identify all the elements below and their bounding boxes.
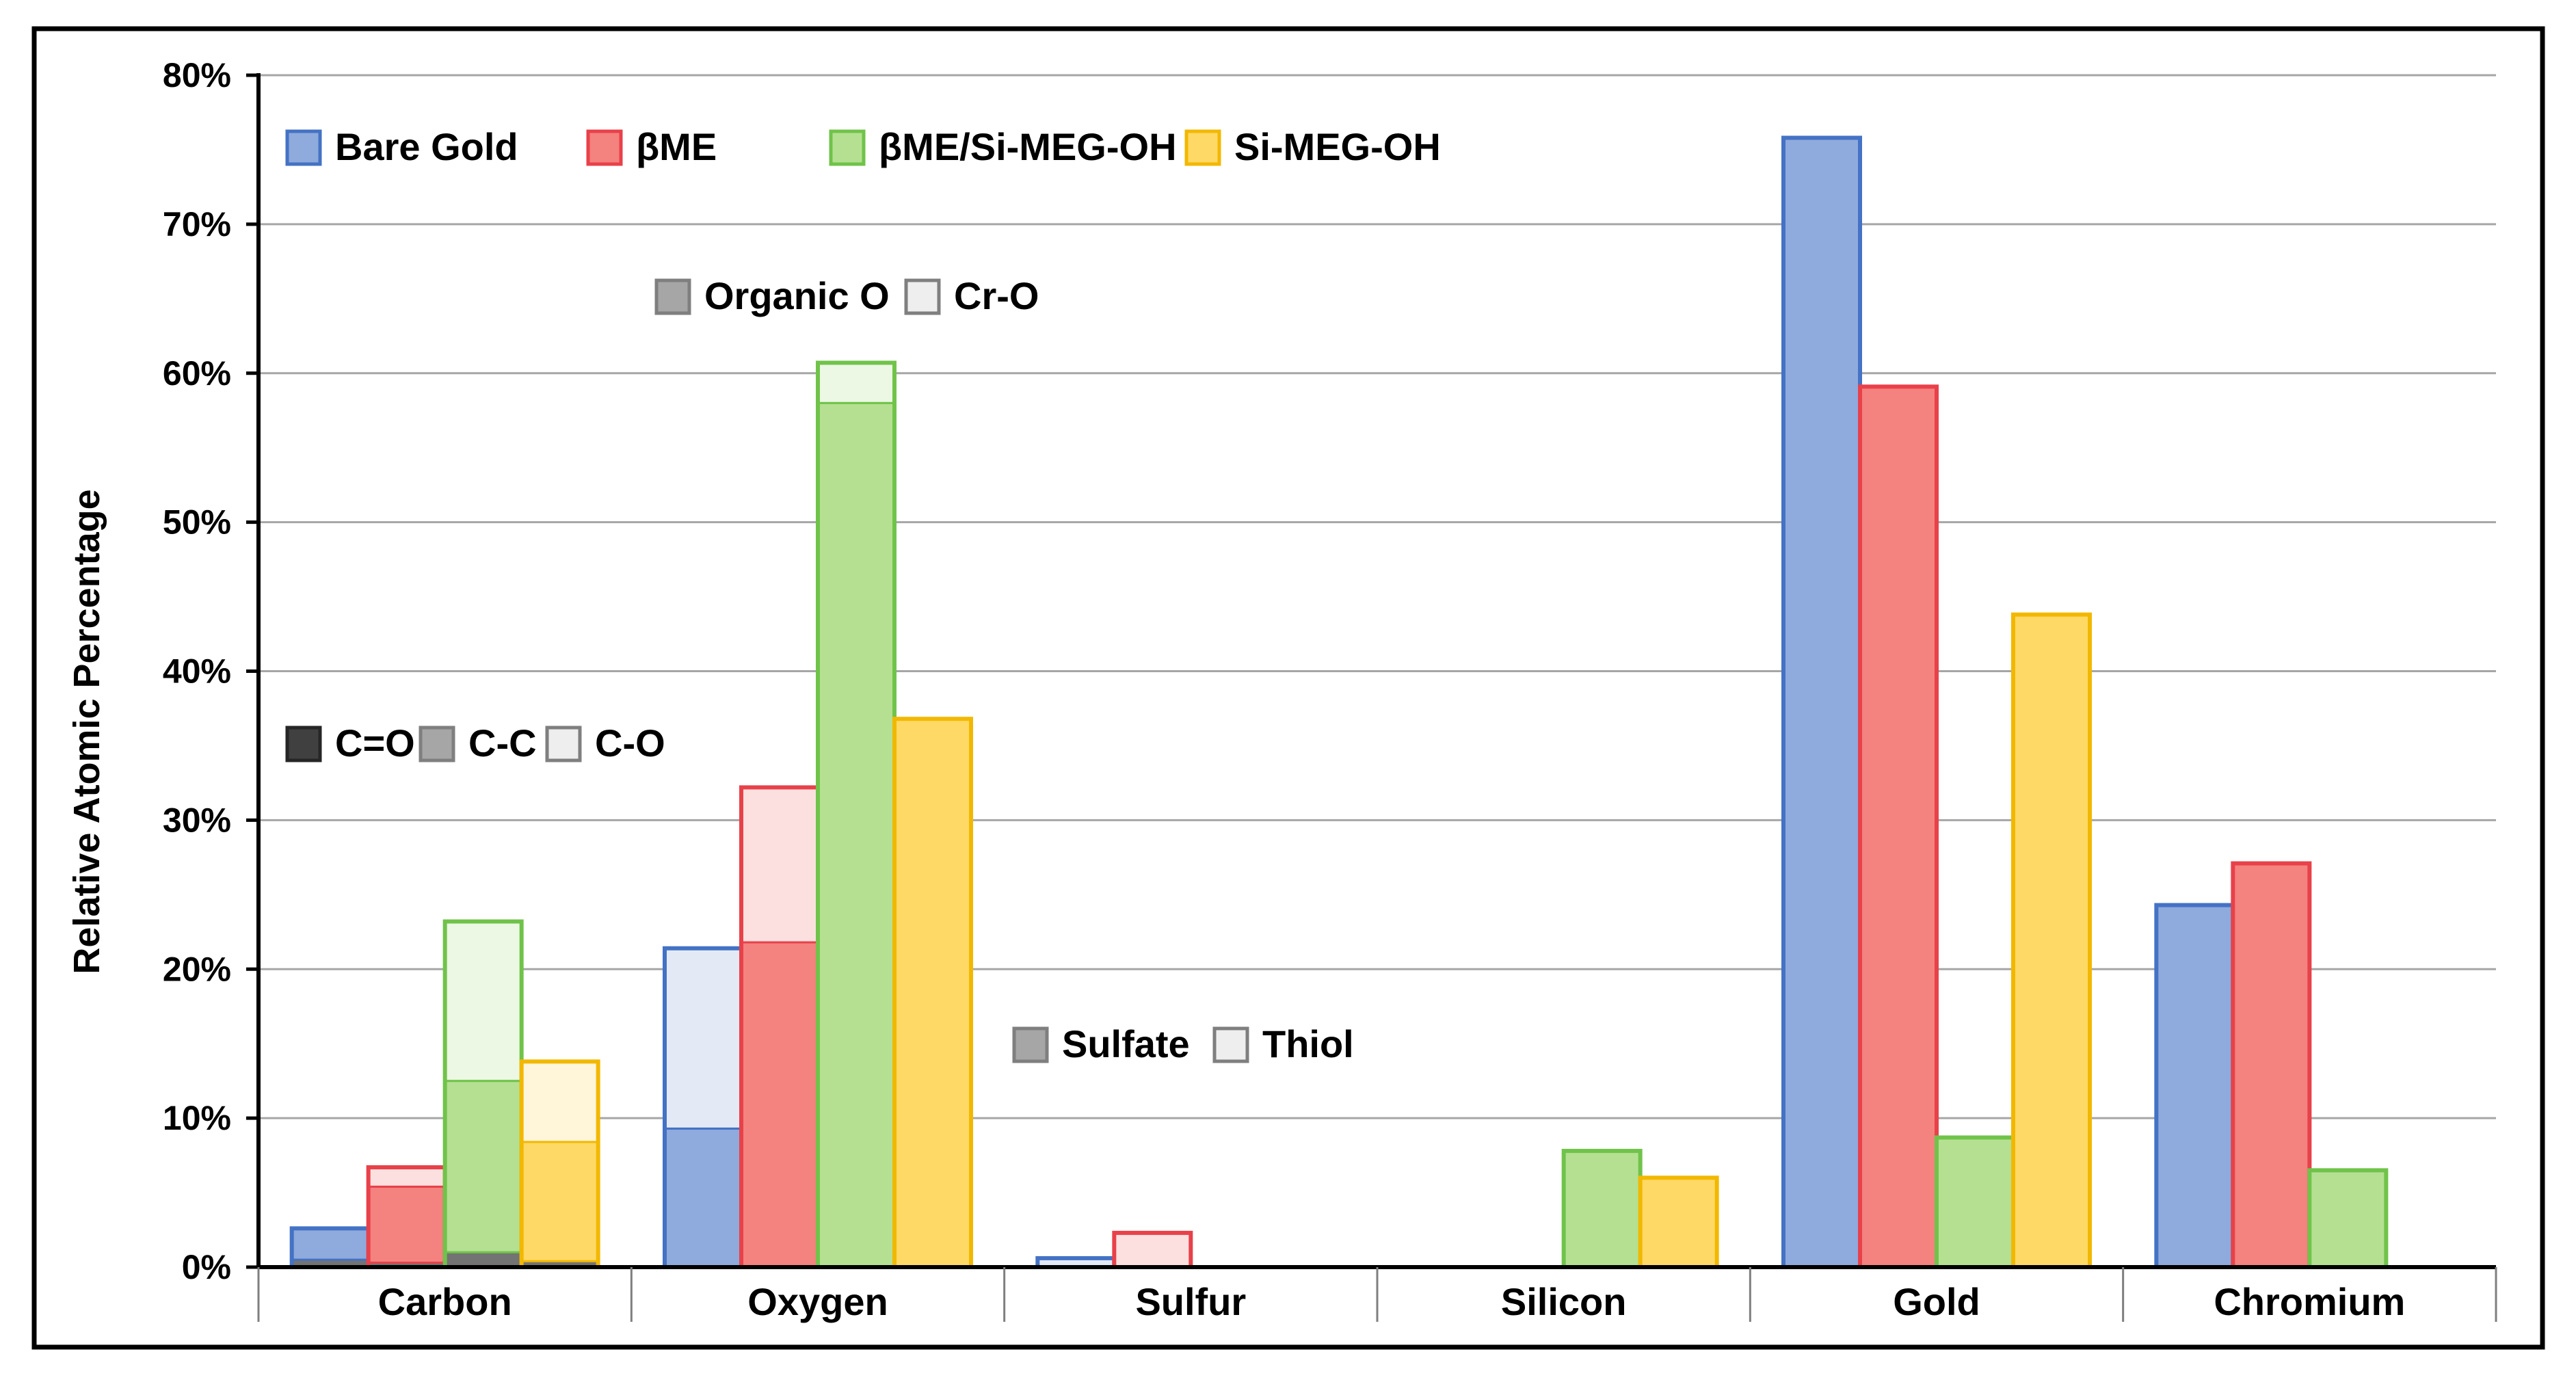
legend-main-swatch-me-si-meg-oh (829, 129, 866, 166)
legend-main-swatch-me (586, 129, 623, 166)
x-tick-label-oxygen: Oxygen (747, 1280, 888, 1323)
legend-sulfur-swatch-sulfate (1012, 1026, 1049, 1063)
bar-segment-base (444, 921, 522, 1081)
legend-main-label-bare-gold: Bare Gold (335, 125, 518, 168)
bar-silicon-me-si-meg-oh (1561, 1149, 1643, 1269)
legend-oxygen-swatch-cr-o (904, 278, 941, 315)
y-tick-label: 20% (163, 950, 231, 988)
bar-gold-me-si-meg-oh (1935, 1135, 2015, 1269)
y-tick-label: 50% (163, 503, 231, 542)
legend-main-label-me-si-meg-oh: βME/Si-MEG-OH (879, 125, 1177, 168)
bar-gold-si-meg-oh (2011, 612, 2092, 1269)
y-tick-label: 40% (163, 652, 231, 691)
legend-carbon-swatch-c-o (285, 726, 322, 762)
legend-oxygen-swatch-organic-o (654, 278, 691, 315)
bar-segment-oxygen-me-si-meg-oh-cr-o (816, 361, 896, 404)
legend-main-label-si-meg-oh: Si-MEG-OH (1234, 125, 1441, 168)
legend-sulfur-label-sulfate: Sulfate (1062, 1022, 1190, 1065)
bar-chromium-me-si-meg-oh (2307, 1168, 2389, 1269)
bars (289, 135, 2389, 1270)
bar-segment-oxygen-me-organic-o (740, 941, 819, 1268)
bar-segment-carbon-me-si-meg-oh-c-c (444, 1080, 523, 1253)
x-tick-label-chromium: Chromium (2214, 1280, 2405, 1323)
bar-segment-carbon-me-c-o (367, 1166, 447, 1188)
legend-main-swatch-si-meg-oh (1184, 129, 1221, 166)
bar-segment-oxygen-bare-gold-organic-o (663, 1127, 743, 1268)
legend-sulfur-label-thiol: Thiol (1262, 1022, 1354, 1065)
bar-segment-oxygen-bare-gold-cr-o (663, 947, 743, 1130)
legends: Bare Gold βME βME/Si-MEG-OH Si-MEG-OH Organi… (285, 125, 1441, 1065)
bar-segment-base (521, 1061, 598, 1142)
y-tick-labels: 0% 10% 20% 30% 40% 50% 60% 70% 80% (163, 56, 231, 1286)
bar-segment-carbon-si-meg-oh-c-o (520, 1060, 600, 1143)
axes (246, 73, 2497, 1322)
y-tick-label: 70% (163, 205, 231, 243)
legend-carbon-swatch-c-o (545, 726, 582, 762)
y-tick-label: 0% (182, 1248, 231, 1286)
gridlines (258, 74, 2496, 1119)
legend-main-label-me: βME (636, 125, 717, 168)
bar-segment-base (818, 362, 894, 403)
y-tick-label: 30% (163, 801, 231, 839)
x-tick-label-silicon: Silicon (1501, 1280, 1627, 1323)
bar-segment-carbon-si-meg-oh-c-c (520, 1141, 600, 1262)
category-labels: Carbon Oxygen Sulfur Silicon Gold Chromium (378, 1280, 2406, 1323)
bar-chromium-me (2231, 861, 2312, 1269)
bar-segment-sulfur-me-thiol (1113, 1232, 1192, 1268)
bar-gold-bare-gold (1781, 135, 1862, 1270)
bar-segment-base (665, 948, 741, 1129)
bar-segment-base (1037, 1258, 1115, 1267)
bar-silicon-si-meg-oh (1638, 1175, 1719, 1270)
bar-segment-carbon-me-si-meg-oh-c-o (444, 1251, 523, 1268)
x-tick-label-gold: Gold (1893, 1280, 1980, 1323)
legend-carbon-swatch-c-c (419, 726, 455, 762)
bar-segment-carbon-me-c-c (367, 1185, 447, 1264)
legend-carbon-label-c-o: C-O (595, 721, 665, 765)
bar-segment-oxygen-me-si-meg-oh-organic-o (816, 401, 896, 1268)
x-tick-label-carbon: Carbon (378, 1280, 512, 1323)
legend-carbon-label-c-c: C-C (468, 721, 537, 765)
legend-oxygen-label-cr-o: Cr-O (954, 274, 1039, 317)
bar-segment-carbon-me-si-meg-oh-c-o (444, 920, 523, 1082)
y-tick-label: 10% (163, 1099, 231, 1137)
legend-carbon-label-c-o: C=O (335, 721, 415, 765)
legend-main-swatch-bare-gold (285, 129, 322, 166)
bar-segment-oxygen-si-meg-oh-organic-o (893, 717, 972, 1268)
bar-segment-oxygen-me-cr-o (740, 786, 819, 944)
bar-segment-base (741, 787, 818, 943)
bar-gold-me (1858, 384, 1939, 1269)
y-axis-label: Relative Atomic Percentage (66, 489, 107, 974)
legend-oxygen-label-organic-o: Organic O (704, 274, 890, 317)
bar-segment-base (368, 1167, 445, 1187)
legend-sulfur-swatch-thiol (1212, 1026, 1249, 1063)
bar-segment-base (1114, 1232, 1191, 1267)
y-tick-label: 60% (163, 354, 231, 393)
y-tick-label: 80% (163, 56, 231, 94)
bar-segment-carbon-bare-gold-c-c (291, 1227, 370, 1261)
bar-chromium-bare-gold (2154, 903, 2235, 1269)
x-tick-label-sulfur: Sulfur (1135, 1280, 1246, 1323)
